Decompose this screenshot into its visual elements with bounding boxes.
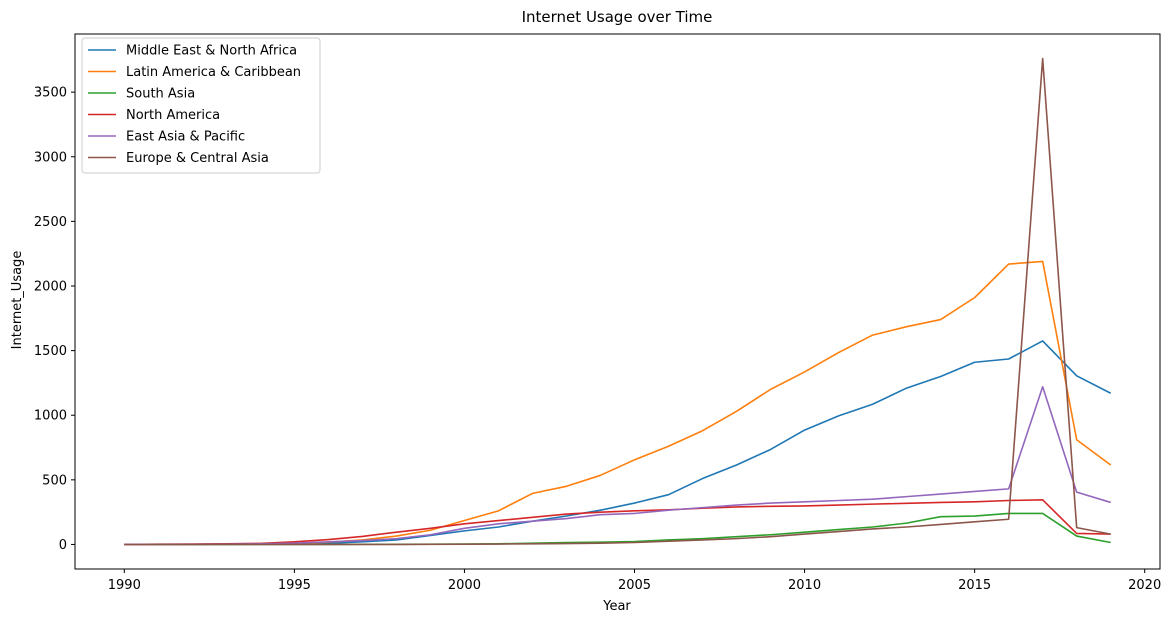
x-tick-label: 2010 — [788, 578, 821, 593]
y-tick-label: 1500 — [34, 344, 67, 359]
series-lines — [124, 57, 1112, 546]
series-line-5 — [124, 385, 1111, 546]
x-axis: 1990 1995 2000 2005 2010 2015 2020 — [108, 569, 1161, 593]
legend: Middle East & North Africa Latin America … — [81, 37, 321, 174]
legend-label: Latin America & Caribbean — [126, 65, 301, 80]
legend-label: South Asia — [126, 87, 195, 102]
y-tick-label: 0 — [59, 538, 67, 553]
x-tick-label: 2000 — [448, 578, 481, 593]
y-tick-label: 1000 — [34, 409, 67, 424]
series-line-6 — [124, 57, 1111, 546]
x-tick-label: 1995 — [278, 578, 311, 593]
x-tick-label: 2015 — [958, 578, 991, 593]
x-tick-label: 1990 — [108, 578, 141, 593]
legend-box — [81, 37, 321, 174]
y-tick-label: 2000 — [34, 279, 67, 294]
legend-label: North America — [126, 108, 220, 123]
x-tick-label: 2020 — [1128, 578, 1161, 593]
legend-label: Europe & Central Asia — [126, 151, 269, 166]
y-tick-label: 2500 — [34, 215, 67, 230]
plot-area — [74, 33, 1161, 570]
x-axis-title: Year — [602, 599, 631, 614]
y-tick-label: 500 — [42, 473, 67, 488]
y-axis: 0 500 1000 1500 2000 2500 3000 3500 — [34, 86, 75, 553]
legend-label: East Asia & Pacific — [126, 130, 245, 145]
y-tick-label: 3500 — [34, 86, 67, 101]
y-axis-title: Internet_Usage — [10, 251, 25, 350]
chart-title: Internet Usage over Time — [522, 8, 713, 26]
series-line-3 — [124, 512, 1111, 546]
legend-label: Middle East & North Africa — [126, 44, 297, 59]
x-tick-label: 2005 — [618, 578, 651, 593]
y-tick-label: 3000 — [34, 150, 67, 165]
series-line-4 — [124, 499, 1111, 546]
plot-frame — [74, 33, 1161, 570]
